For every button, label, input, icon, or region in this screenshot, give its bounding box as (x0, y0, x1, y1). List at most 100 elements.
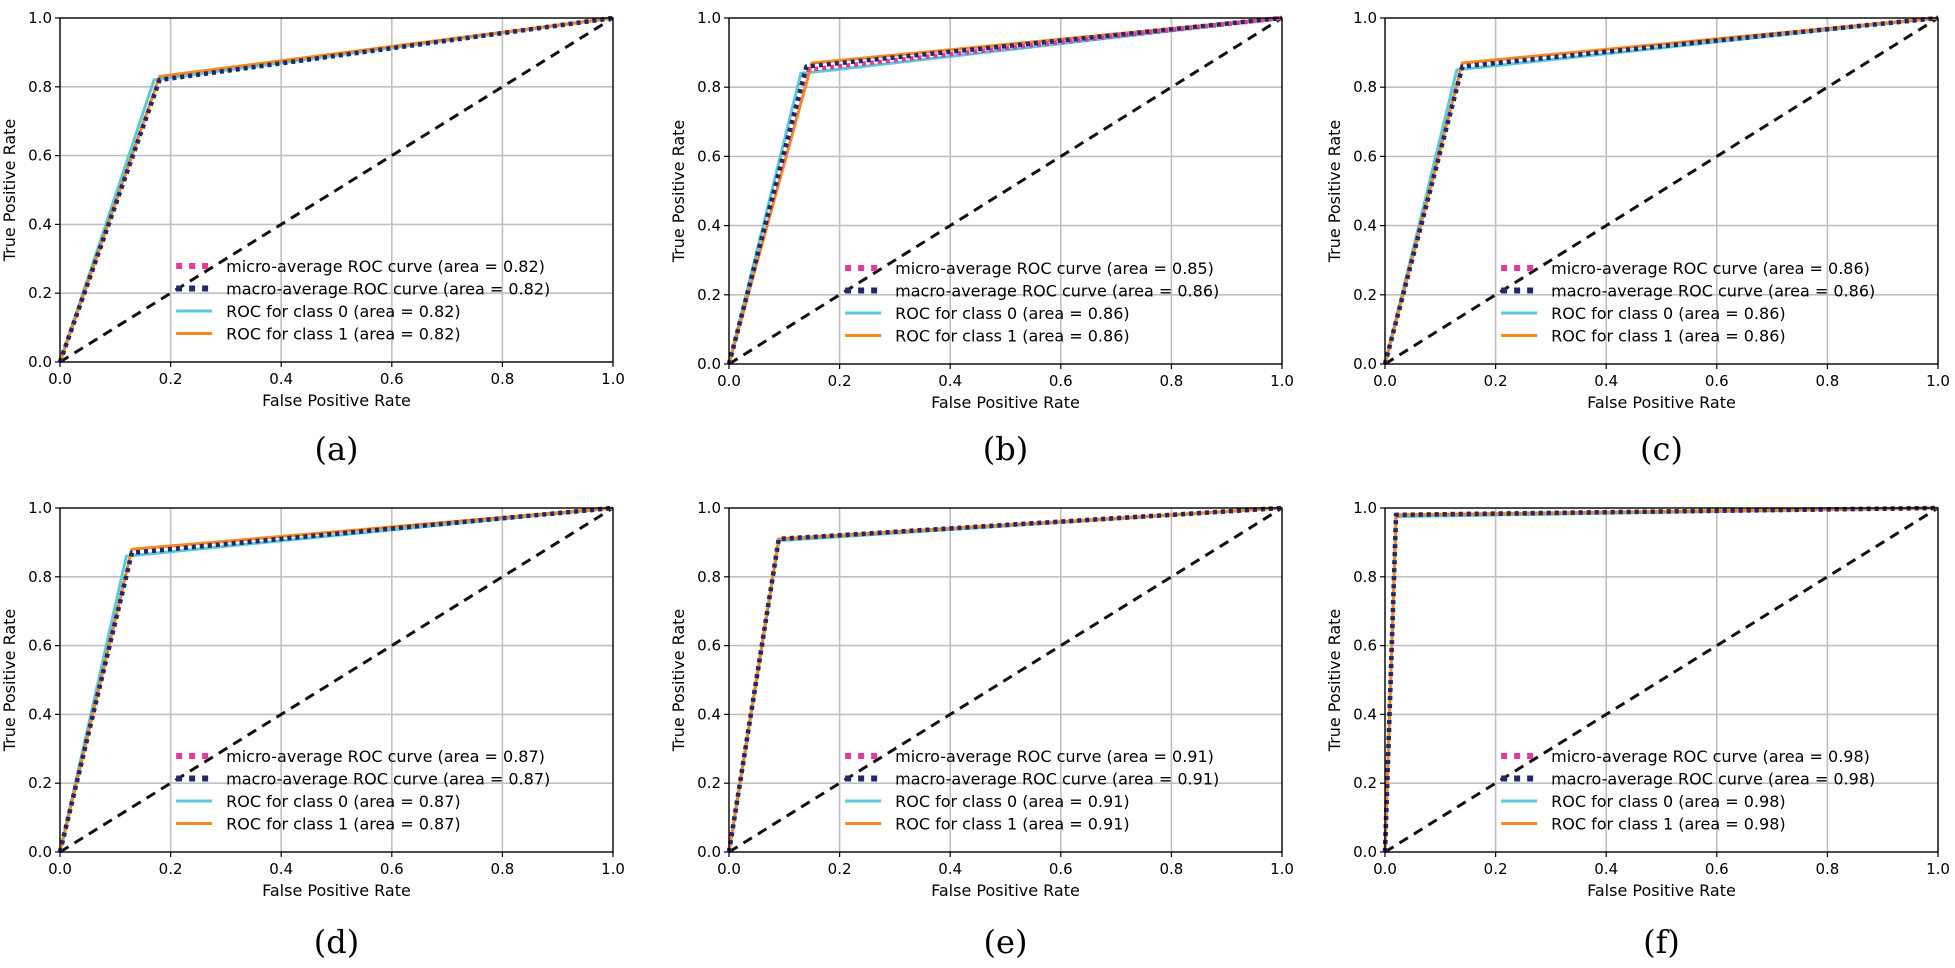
x-tick-label: 1.0 (601, 860, 625, 878)
y-tick-label: 0.6 (697, 147, 721, 165)
legend-label-macro-average: macro-average ROC curve (area = 0.86) (1551, 282, 1875, 301)
chart-panel-e: 0.0 0.2 0.4 0.6 0.8 1.0 0.0 0.2 0.4 0.6 0.8 1.0 Fals… (669, 499, 1294, 961)
x-tick-label: 0.2 (828, 860, 852, 878)
x-tick-label: 1.0 (1270, 372, 1294, 390)
x-tick-label: 0.4 (269, 370, 293, 388)
macro-average-roc-line (57, 15, 614, 363)
y-tick-label: 1.0 (1353, 9, 1377, 27)
x-axis-title: False Positive Rate (262, 881, 411, 900)
panel-caption: (e) (984, 923, 1028, 961)
y-tick-label: 0.6 (1353, 147, 1377, 165)
macro-average-roc-line (1382, 15, 1939, 365)
legend-label-macro-average: macro-average ROC curve (area = 0.91) (895, 770, 1219, 789)
x-axis-title: False Positive Rate (1587, 881, 1736, 900)
legend-label-micro-average: micro-average ROC curve (area = 0.86) (1551, 259, 1870, 278)
x-tick-label: 0.2 (828, 372, 852, 390)
x-tick-label: 0.0 (717, 860, 741, 878)
y-tick-label: 0.4 (1353, 217, 1377, 235)
plot-frame (59, 507, 614, 853)
y-axis-title: True Positive Rate (669, 609, 688, 753)
y-tick-label: 0.8 (28, 78, 52, 96)
plot-frame (1384, 507, 1939, 853)
x-axis-title: False Positive Rate (262, 391, 411, 410)
y-tick-label: 0.2 (28, 774, 52, 792)
macro-average-roc-line (726, 505, 1283, 853)
x-tick-label: 0.6 (380, 860, 404, 878)
y-tick-label: 0.0 (28, 353, 52, 371)
legend-label-roc-class-0: ROC for class 0 (area = 0.82) (226, 302, 461, 321)
y-axis-title: True Positive Rate (669, 120, 688, 264)
x-tick-label: 0.2 (1484, 372, 1508, 390)
y-tick-label: 0.4 (697, 217, 721, 235)
plot-frame (1384, 17, 1939, 365)
chance-line (728, 506, 1283, 854)
plot-frame (728, 507, 1283, 853)
y-tick-label: 0.4 (28, 215, 52, 233)
y-tick-label: 0.8 (1353, 78, 1377, 96)
x-tick-label: 0.8 (1815, 860, 1839, 878)
x-tick-label: 0.0 (717, 372, 741, 390)
y-tick-label: 1.0 (28, 9, 52, 27)
chance-line (59, 16, 614, 364)
y-tick-label: 0.8 (28, 568, 52, 586)
x-tick-label: 0.8 (1159, 860, 1183, 878)
legend-label-roc-class-0: ROC for class 0 (area = 0.86) (895, 304, 1130, 323)
chance-line (1384, 16, 1939, 366)
x-tick-label: 0.6 (1705, 372, 1729, 390)
x-tick-label: 0.8 (490, 860, 514, 878)
panel-caption: (b) (983, 430, 1028, 468)
y-tick-label: 0.4 (1353, 705, 1377, 723)
legend-label-micro-average: micro-average ROC curve (area = 0.85) (895, 259, 1214, 278)
legend-label-roc-class-0: ROC for class 0 (area = 0.91) (895, 792, 1130, 811)
legend-label-roc-class-0: ROC for class 0 (area = 0.98) (1551, 792, 1786, 811)
roc-class-1-line (58, 506, 614, 853)
macro-average-roc-line (57, 505, 614, 853)
y-tick-label: 0.6 (1353, 637, 1377, 655)
chart-panel-d: 0.0 0.2 0.4 0.6 0.8 1.0 0.0 0.2 0.4 0.6 0.8 1.0 Fals… (0, 499, 625, 961)
y-tick-label: 0.4 (28, 705, 52, 723)
chart-panel-b: 0.0 0.2 0.4 0.6 0.8 1.0 0.0 0.2 0.4 0.6 0.8 1.0 Fals… (669, 9, 1294, 468)
y-axis-title: True Positive Rate (1325, 609, 1344, 753)
legend-label-roc-class-1: ROC for class 1 (area = 0.82) (226, 325, 461, 344)
x-tick-label: 1.0 (601, 370, 625, 388)
y-tick-label: 1.0 (697, 499, 721, 517)
y-tick-label: 1.0 (697, 9, 721, 27)
y-tick-label: 0.2 (697, 286, 721, 304)
y-tick-label: 1.0 (28, 499, 52, 517)
x-tick-label: 1.0 (1926, 372, 1950, 390)
y-tick-label: 0.8 (697, 568, 721, 586)
x-tick-label: 0.4 (938, 860, 962, 878)
y-tick-label: 0.0 (697, 355, 721, 373)
legend-label-micro-average: micro-average ROC curve (area = 0.91) (895, 747, 1214, 766)
x-tick-label: 0.4 (1594, 860, 1618, 878)
x-tick-label: 0.2 (159, 370, 183, 388)
x-tick-label: 0.8 (1815, 372, 1839, 390)
legend-label-roc-class-0: ROC for class 0 (area = 0.86) (1551, 304, 1786, 323)
y-tick-label: 0.0 (1353, 355, 1377, 373)
legend-label-roc-class-0: ROC for class 0 (area = 0.87) (226, 792, 461, 811)
macro-average-roc-line (726, 15, 1283, 365)
y-tick-label: 0.0 (1353, 843, 1377, 861)
x-tick-label: 0.2 (1484, 860, 1508, 878)
y-tick-label: 0.2 (697, 774, 721, 792)
x-tick-label: 0.8 (1159, 372, 1183, 390)
y-tick-label: 0.2 (1353, 774, 1377, 792)
plot-frame (728, 17, 1283, 365)
y-tick-label: 0.6 (28, 637, 52, 655)
y-tick-label: 0.8 (1353, 568, 1377, 586)
x-tick-label: 0.4 (1594, 372, 1618, 390)
y-tick-label: 0.0 (697, 843, 721, 861)
x-tick-label: 0.0 (1373, 860, 1397, 878)
chance-line (1384, 506, 1939, 854)
x-tick-label: 0.8 (490, 370, 514, 388)
x-axis-title: False Positive Rate (931, 881, 1080, 900)
x-axis-title: False Positive Rate (1587, 393, 1736, 412)
panel-caption: (d) (314, 923, 359, 961)
legend-label-macro-average: macro-average ROC curve (area = 0.86) (895, 282, 1219, 301)
y-tick-label: 0.2 (28, 284, 52, 302)
y-tick-label: 0.6 (28, 147, 52, 165)
y-tick-label: 1.0 (1353, 499, 1377, 517)
x-tick-label: 0.0 (48, 370, 72, 388)
chance-line (59, 506, 614, 854)
